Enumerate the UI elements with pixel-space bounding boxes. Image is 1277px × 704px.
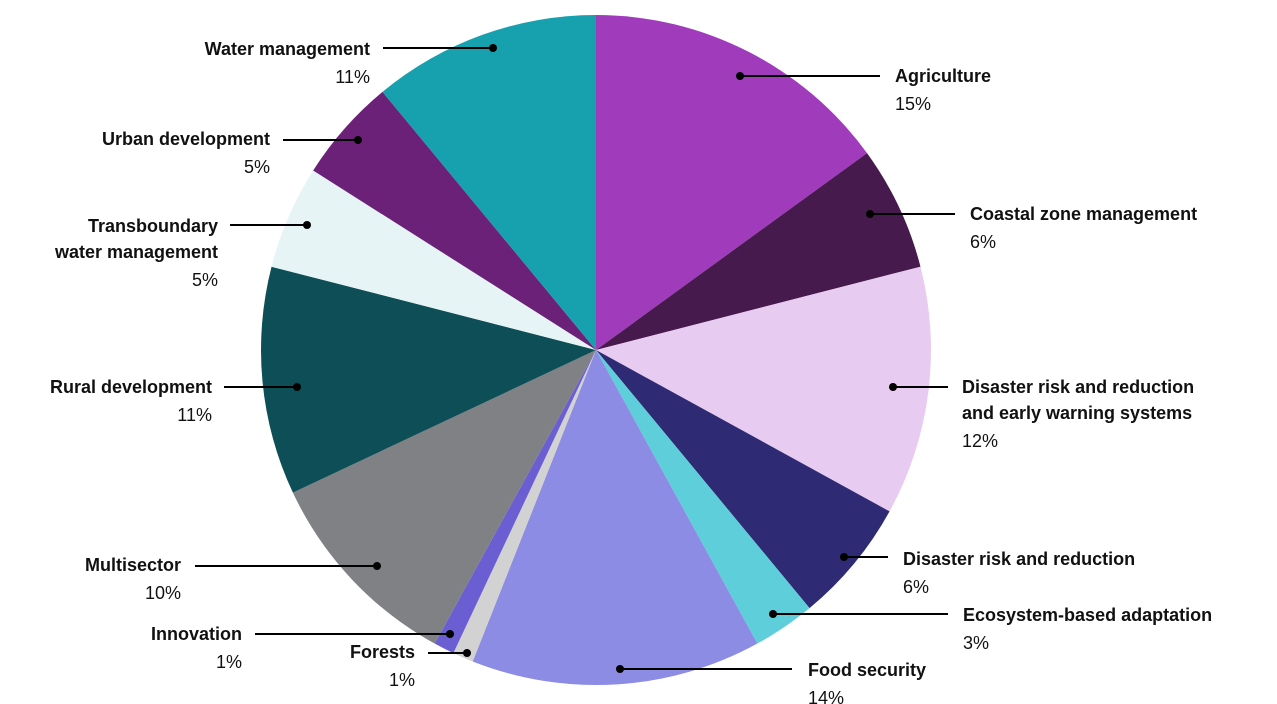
leader-dot <box>866 210 874 218</box>
leader-dot <box>463 649 471 657</box>
leader-dot <box>354 136 362 144</box>
leader-dot <box>293 383 301 391</box>
slice-label: Urban development <box>102 129 270 149</box>
slice-label: Coastal zone management <box>970 204 1197 224</box>
pie-slice <box>453 350 596 662</box>
slice-value-label: 11% <box>335 67 370 87</box>
slice-label: and early warning systems <box>962 403 1192 423</box>
slice-label: Transboundary <box>88 216 218 236</box>
slice-value-label: 6% <box>970 232 996 252</box>
leader-dot <box>303 221 311 229</box>
slice-value-label: 1% <box>216 652 242 672</box>
leader-dot <box>446 630 454 638</box>
leader-dot <box>840 553 848 561</box>
slice-label: Disaster risk and reduction <box>962 377 1194 397</box>
slice-value-label: 12% <box>962 431 998 451</box>
slice-value-label: 14% <box>808 688 844 704</box>
slice-label: Rural development <box>50 377 212 397</box>
slice-value-label: 10% <box>145 583 181 603</box>
pie-slice <box>271 170 596 350</box>
slice-label: Water management <box>205 39 370 59</box>
pie-slice <box>382 15 596 350</box>
slice-value-label: 3% <box>963 633 989 653</box>
slice-label: water management <box>54 242 218 262</box>
slice-label: Innovation <box>151 624 242 644</box>
slice-label: Food security <box>808 660 926 680</box>
slice-value-label: 5% <box>244 157 270 177</box>
pie-slice <box>596 350 810 644</box>
slice-label: Ecosystem-based adaptation <box>963 605 1212 625</box>
pie-slice <box>260 266 596 493</box>
slice-value-label: 5% <box>192 270 218 290</box>
slice-value-label: 6% <box>903 577 929 597</box>
pie-slice <box>596 350 890 609</box>
pie-slice <box>472 350 758 686</box>
pie-slice <box>292 350 596 644</box>
pie-slice <box>596 15 868 350</box>
slice-value-label: 15% <box>895 94 931 114</box>
pie-labels: Agriculture 15% Coastal zone management 6% D… <box>50 39 1212 704</box>
pie-slice <box>596 266 932 512</box>
slice-label: Multisector <box>85 555 181 575</box>
leader-dot <box>616 665 624 673</box>
leader-dot <box>489 44 497 52</box>
leader-dot <box>736 72 744 80</box>
slice-label: Disaster risk and reduction <box>903 549 1135 569</box>
slice-label: Agriculture <box>895 66 991 86</box>
pie-slice <box>596 153 921 350</box>
slice-label: Forests <box>350 642 415 662</box>
leader-dot <box>373 562 381 570</box>
slice-value-label: 11% <box>177 405 212 425</box>
pie-slice <box>313 91 596 350</box>
pie-slices <box>260 15 932 686</box>
slice-value-label: 1% <box>389 670 415 690</box>
pie-slice <box>434 350 596 654</box>
leader-dot <box>769 610 777 618</box>
leader-dot <box>889 383 897 391</box>
